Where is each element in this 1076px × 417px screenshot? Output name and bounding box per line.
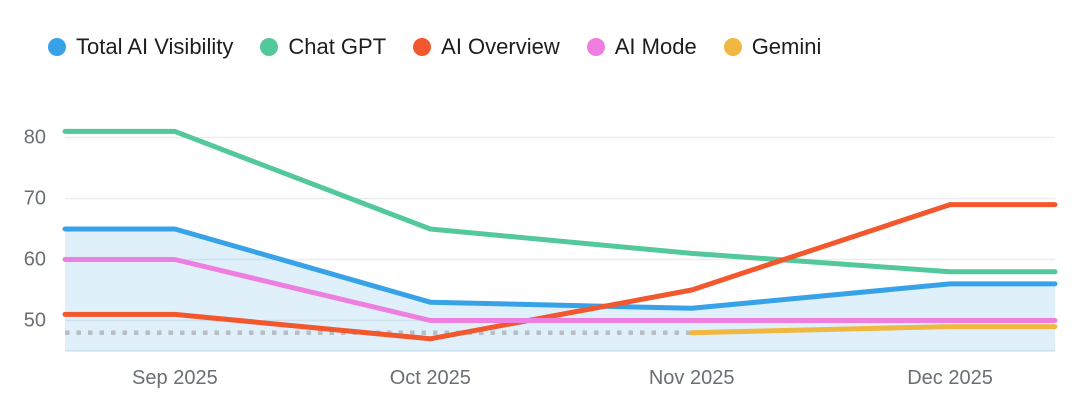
legend-dot-icon bbox=[413, 38, 432, 56]
series-line-ai-mode bbox=[62, 257, 1058, 323]
series-line-chat-gpt bbox=[62, 128, 1058, 275]
x-axis-label-oct-2025: Oct 2025 bbox=[389, 367, 471, 389]
series-line-total-ai-visibility bbox=[62, 226, 1058, 311]
legend-label: Gemini bbox=[751, 34, 822, 59]
legend-label: AI Mode bbox=[614, 34, 697, 59]
legend-dot-icon bbox=[586, 38, 605, 56]
legend-item-ai-mode[interactable]: AI Mode bbox=[586, 30, 697, 64]
legend-label: Chat GPT bbox=[288, 34, 387, 59]
legend-item-gemini[interactable]: Gemini bbox=[723, 30, 822, 64]
y-axis-label-70: 70 bbox=[23, 187, 46, 209]
series-line-gemini bbox=[689, 324, 1058, 336]
y-axis-label-80: 80 bbox=[23, 126, 46, 148]
legend-label: AI Overview bbox=[441, 34, 560, 59]
legend-dot-icon bbox=[723, 38, 742, 56]
legend-dot-icon bbox=[48, 38, 66, 56]
legend-item-total-ai-visibility[interactable]: Total AI Visibility bbox=[48, 30, 233, 64]
y-axis-label-50: 50 bbox=[23, 309, 46, 331]
y-axis-label-60: 60 bbox=[23, 248, 46, 270]
chart-legend: Total AI Visibility Chat GPT AI Overview AI… bbox=[48, 30, 821, 64]
legend-item-ai-overview[interactable]: AI Overview bbox=[413, 30, 560, 64]
legend-item-chat-gpt[interactable]: Chat GPT bbox=[260, 30, 386, 64]
legend-label: Total AI Visibility bbox=[76, 34, 234, 59]
x-axis-label-sep-2025: Sep 2025 bbox=[132, 367, 218, 389]
legend-dot-icon bbox=[260, 38, 279, 56]
x-axis-label-dec-2025: Dec 2025 bbox=[907, 367, 993, 389]
x-axis-label-nov-2025: Nov 2025 bbox=[648, 367, 735, 389]
series-line-ai-overview bbox=[62, 202, 1058, 342]
